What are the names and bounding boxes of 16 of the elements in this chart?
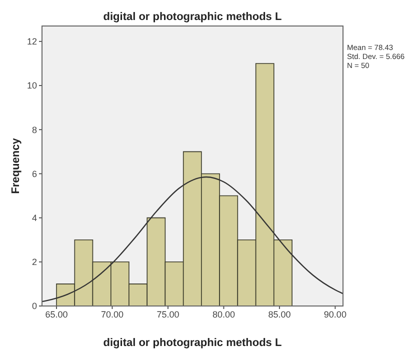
y-tick-label: 6	[32, 168, 37, 179]
y-tick-label: 4	[32, 213, 37, 224]
x-tick-label: 80.00	[212, 309, 235, 320]
x-tick-label: 75.00	[156, 309, 180, 320]
y-tick-label: 10	[26, 80, 37, 91]
x-tick-label: 85.00	[268, 309, 291, 320]
y-tick-label: 2	[32, 257, 37, 268]
y-axis-title: Frequency	[10, 137, 22, 194]
y-tick-label: 0	[32, 301, 37, 312]
x-tick-label: 90.00	[324, 309, 346, 320]
y-tick-label: 12	[26, 36, 37, 47]
chart-title: digital or photographic methods L	[103, 11, 282, 23]
y-tick-label: 8	[32, 124, 37, 135]
x-axis-title: digital or photographic methods L	[103, 337, 282, 349]
x-tick-label: 65.00	[45, 309, 68, 320]
x-tick-label: 70.00	[100, 309, 124, 320]
